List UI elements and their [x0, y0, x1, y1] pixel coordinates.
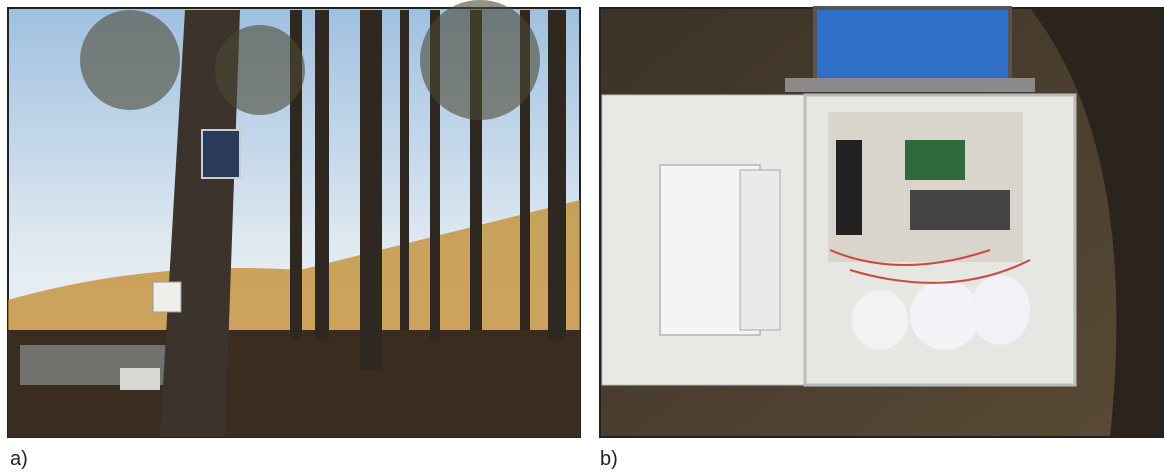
photo-b: [599, 6, 1164, 438]
photo-a: [7, 0, 581, 438]
panel-label: b): [600, 448, 618, 470]
panel-label: a): [10, 448, 28, 470]
